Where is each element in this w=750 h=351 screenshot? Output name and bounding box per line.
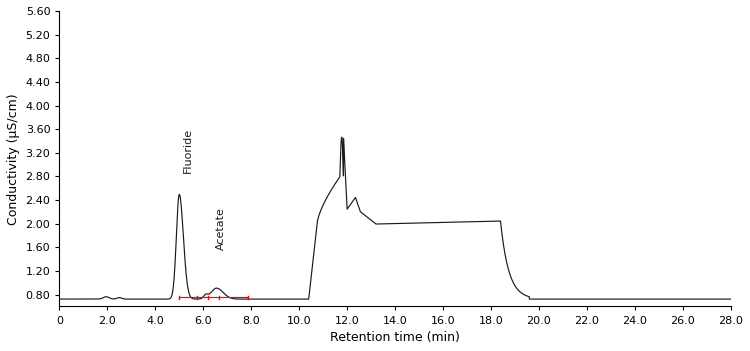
Text: Fluoride: Fluoride: [183, 128, 193, 173]
X-axis label: Retention time (min): Retention time (min): [330, 331, 460, 344]
Y-axis label: Conductivity (μS/cm): Conductivity (μS/cm): [7, 93, 20, 225]
Text: Acetate: Acetate: [216, 207, 226, 250]
